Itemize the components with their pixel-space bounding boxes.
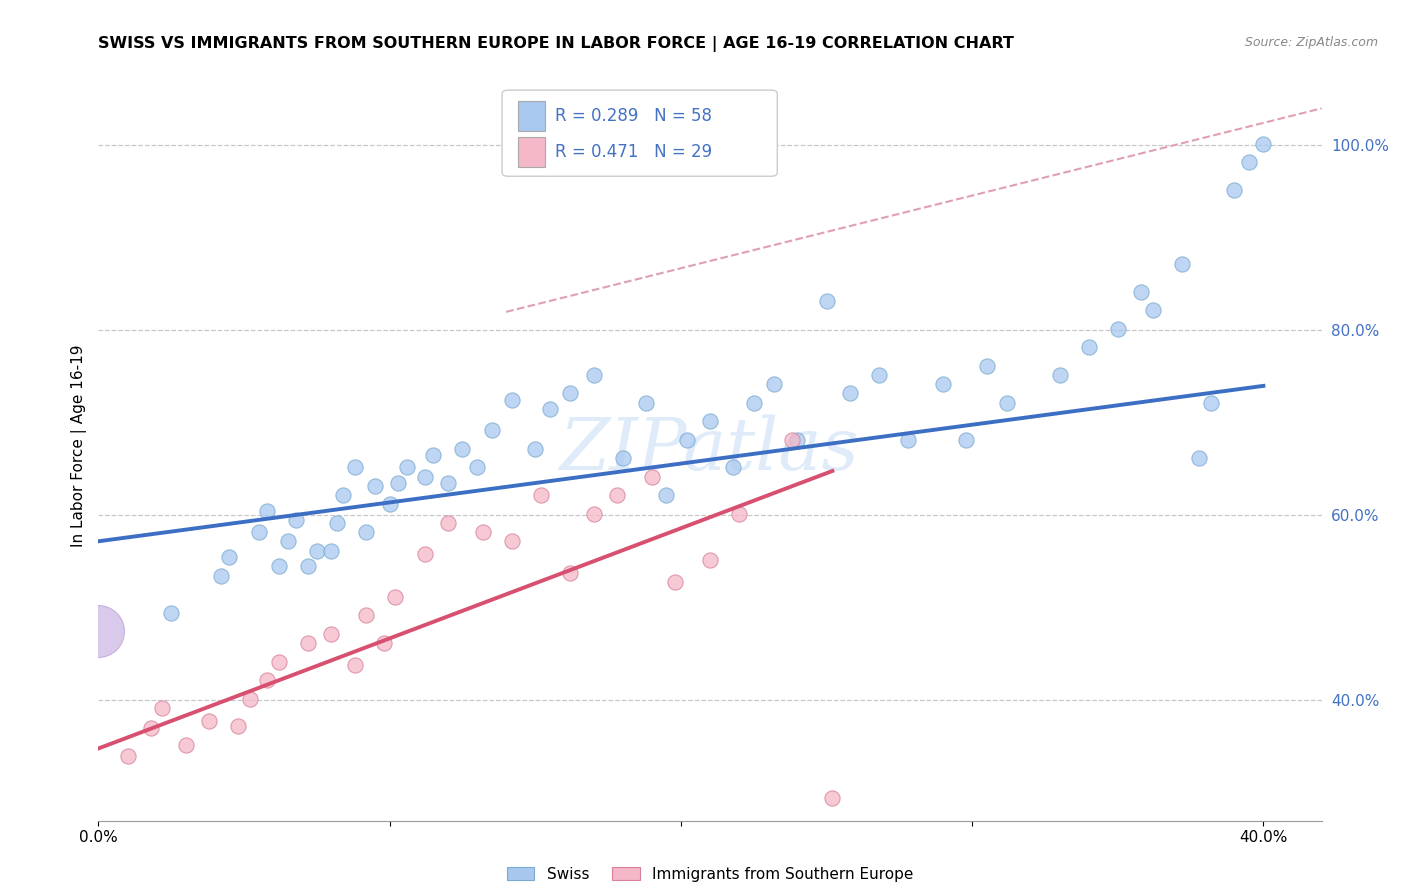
FancyBboxPatch shape — [517, 137, 546, 168]
FancyBboxPatch shape — [517, 102, 546, 131]
Point — [471, 524, 494, 539]
Point — [160, 606, 183, 620]
Point — [373, 636, 395, 650]
Point — [1049, 368, 1071, 382]
Point — [501, 392, 523, 407]
Point — [384, 590, 406, 604]
Point — [139, 721, 162, 735]
Point — [728, 507, 751, 521]
Point — [560, 566, 582, 580]
Point — [332, 488, 354, 502]
Point — [675, 433, 697, 447]
Point — [364, 479, 387, 493]
Point — [786, 433, 808, 447]
Point — [1130, 285, 1153, 299]
Point — [1171, 257, 1194, 271]
Point — [321, 627, 343, 641]
Point — [267, 559, 290, 574]
Point — [868, 368, 890, 382]
Point — [612, 450, 634, 465]
Point — [343, 658, 366, 673]
Point — [451, 442, 474, 456]
Point — [267, 655, 290, 669]
Point — [699, 553, 721, 567]
Point — [256, 673, 278, 687]
Point — [634, 395, 657, 409]
Point — [815, 293, 838, 308]
Text: ZIPatlas: ZIPatlas — [560, 415, 860, 485]
Legend: Swiss, Immigrants from Southern Europe: Swiss, Immigrants from Southern Europe — [501, 861, 920, 888]
Point — [1253, 136, 1275, 151]
Point — [305, 543, 328, 558]
Point — [1142, 303, 1164, 318]
Point — [976, 359, 998, 373]
Point — [664, 574, 686, 589]
Point — [343, 460, 366, 475]
Point — [437, 516, 460, 530]
Point — [560, 386, 582, 401]
Point — [297, 559, 319, 574]
Text: SWISS VS IMMIGRANTS FROM SOUTHERN EUROPE IN LABOR FORCE | AGE 16-19 CORRELATION : SWISS VS IMMIGRANTS FROM SOUTHERN EUROPE… — [98, 36, 1014, 52]
Point — [209, 568, 232, 582]
Point — [277, 534, 299, 549]
Point — [285, 513, 308, 527]
Point — [356, 608, 378, 623]
Point — [995, 395, 1018, 409]
Point — [356, 524, 378, 539]
Point — [326, 516, 349, 530]
Point — [247, 524, 270, 539]
Point — [297, 636, 319, 650]
Point — [501, 534, 523, 549]
Point — [87, 624, 110, 638]
Point — [256, 504, 278, 518]
Point — [780, 433, 803, 447]
Point — [955, 433, 977, 447]
Text: Source: ZipAtlas.com: Source: ZipAtlas.com — [1244, 36, 1378, 49]
Text: R = 0.471   N = 29: R = 0.471 N = 29 — [555, 144, 711, 161]
Point — [582, 368, 605, 382]
Point — [524, 442, 547, 456]
Point — [723, 460, 745, 475]
Point — [413, 469, 436, 483]
Point — [1223, 183, 1246, 197]
FancyBboxPatch shape — [502, 90, 778, 177]
Point — [1077, 340, 1099, 354]
Point — [174, 738, 197, 752]
Point — [481, 423, 503, 437]
Point — [218, 549, 240, 564]
Point — [387, 475, 409, 490]
Point — [655, 488, 678, 502]
Point — [1199, 395, 1222, 409]
Point — [1107, 321, 1129, 335]
Point — [838, 386, 860, 401]
Point — [396, 460, 419, 475]
Point — [117, 748, 139, 763]
Point — [378, 497, 401, 511]
Point — [1188, 450, 1211, 465]
Point — [821, 790, 844, 805]
Point — [699, 414, 721, 428]
Point — [437, 475, 460, 490]
Point — [152, 700, 174, 714]
Point — [226, 719, 249, 733]
Y-axis label: In Labor Force | Age 16-19: In Labor Force | Age 16-19 — [72, 344, 87, 548]
Point — [198, 714, 221, 728]
Point — [530, 488, 553, 502]
Point — [465, 460, 488, 475]
Point — [1237, 155, 1260, 169]
Point — [321, 543, 343, 558]
Point — [538, 402, 561, 417]
Point — [742, 395, 765, 409]
Text: R = 0.289   N = 58: R = 0.289 N = 58 — [555, 107, 711, 125]
Point — [582, 507, 605, 521]
Point — [932, 377, 955, 392]
Point — [422, 448, 444, 462]
Point — [606, 488, 628, 502]
Point — [413, 547, 436, 561]
Point — [239, 691, 262, 706]
Point — [763, 377, 786, 392]
Point — [641, 469, 664, 483]
Point — [897, 433, 920, 447]
